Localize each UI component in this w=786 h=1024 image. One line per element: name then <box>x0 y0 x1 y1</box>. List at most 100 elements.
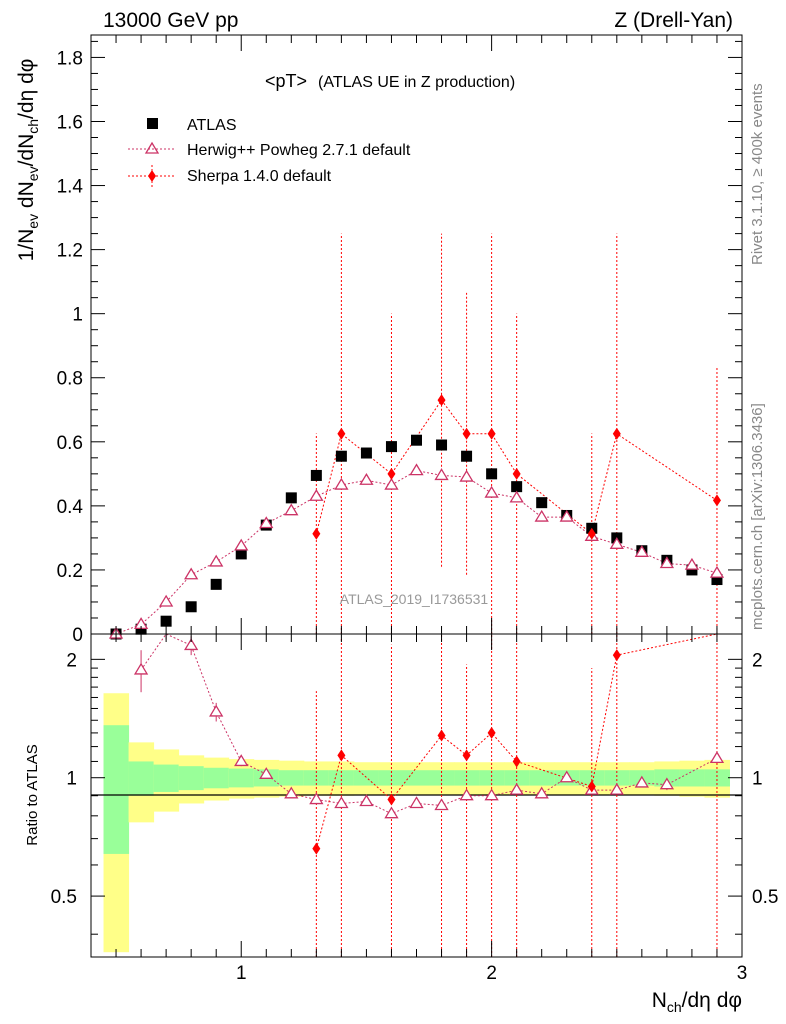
herwig-point <box>509 490 524 503</box>
ratio-herwig-point <box>209 704 224 717</box>
inner-uncertainty-band <box>278 770 305 786</box>
ratio-y-tick-label: 1 <box>66 769 77 790</box>
inner-uncertainty-band <box>604 770 630 786</box>
sherpa-point <box>487 427 496 440</box>
ratio-herwig-point <box>284 786 299 799</box>
atlas-data-point <box>235 548 247 560</box>
ratio-y-tick-label: 0.5 <box>51 887 77 908</box>
inner-uncertainty-band <box>203 767 230 789</box>
ratio-herwig-point <box>534 786 549 799</box>
inner-uncertainty-band <box>704 769 730 787</box>
atlas-data-point <box>385 441 397 453</box>
inner-uncertainty-band <box>328 770 355 786</box>
herwig-point <box>184 567 199 580</box>
atlas-data-point <box>711 574 723 586</box>
ratio-y-axis: 0.5 0.5 1 1 2 2 <box>51 650 778 935</box>
ratio-sherpa-point <box>437 729 446 742</box>
ratio-series-markers <box>133 638 725 855</box>
main-panel: 0 0.2 0.4 0.6 0.8 1 1.2 1.4 1.6 1.8 <pT> (ATLAS U… <box>15 34 743 646</box>
ratio-herwig-point <box>234 754 249 767</box>
main-y-tick-label: 1.2 <box>57 241 83 262</box>
legend-label-herwig: Herwig++ Powheg 2.7.1 default <box>187 142 411 159</box>
ratio-herwig-point <box>659 777 675 790</box>
ratio-herwig-point <box>359 794 374 807</box>
herwig-point <box>309 488 324 501</box>
main-x-ticks <box>115 35 743 634</box>
inner-uncertainty-band <box>454 770 480 786</box>
atlas-data-point <box>185 601 197 613</box>
atlas-data-point <box>360 447 372 459</box>
ratio-sherpa-point <box>337 749 346 762</box>
atlas-data-point <box>436 439 448 451</box>
herwig-point <box>559 509 574 522</box>
ratio-error-bars <box>140 634 718 957</box>
x-axis-label: Nch/dη dφ <box>652 989 742 1015</box>
atlas-data-point <box>310 469 322 481</box>
ratio-herwig-point <box>434 798 449 811</box>
ratio-y-tick-label-right: 1 <box>752 769 763 790</box>
inner-uncertainty-band <box>128 761 155 796</box>
inner-uncertainty-band <box>303 770 330 786</box>
ratio-herwig-point <box>334 796 349 809</box>
atlas-data-point <box>461 450 473 462</box>
herwig-point <box>634 545 649 557</box>
herwig-point <box>659 556 675 569</box>
ratio-herwig-point <box>384 806 399 819</box>
main-y-tick-label: 1.6 <box>57 112 83 133</box>
atlas-data-point <box>511 481 523 493</box>
herwig-point <box>534 509 549 522</box>
main-y-tick-label: 1.4 <box>57 177 84 198</box>
ratio-herwig-point <box>309 792 324 805</box>
atlas-data-point <box>210 578 222 590</box>
inner-uncertainty-band <box>103 725 130 854</box>
herwig-point <box>684 557 700 570</box>
legend-marker-sherpa <box>148 170 156 182</box>
inner-uncertainty-band <box>353 770 380 786</box>
x-tick-label: 1 <box>236 963 247 984</box>
ratio-sherpa-point <box>387 793 396 806</box>
ratio-sherpa-point <box>612 649 621 662</box>
ratio-herwig-point <box>609 782 624 795</box>
ratio-sherpa-line <box>315 633 718 849</box>
main-y-tick-label: 0.8 <box>57 369 83 390</box>
herwig-line <box>115 470 718 635</box>
ratio-sherpa-point <box>487 726 496 739</box>
sherpa-point <box>612 427 621 440</box>
herwig-point <box>259 516 274 529</box>
ratio-herwig-point <box>184 638 199 651</box>
ratio-herwig-point <box>259 767 274 779</box>
energy-label: 13000 GeV pp <box>103 9 238 32</box>
ratio-panel: 0.5 0.5 1 1 2 2 1 2 3 Ratio to ATLAS Nch/dη dφ <box>24 633 778 1015</box>
herwig-point <box>234 538 249 551</box>
ratio-herwig-point <box>709 751 725 764</box>
atlas-data-point <box>686 564 698 576</box>
sherpa-point <box>337 427 346 440</box>
main-y-tick-label: 0 <box>72 625 83 646</box>
herwig-point <box>609 537 624 549</box>
atlas-data-point <box>486 468 498 480</box>
herwig-point <box>284 503 299 516</box>
main-y-tick-label: 1.8 <box>57 48 83 69</box>
legend-marker-atlas <box>147 118 158 129</box>
inner-uncertainty-band <box>228 768 255 788</box>
ratio-sherpa-point <box>587 780 596 793</box>
ratio-herwig-point <box>459 788 474 801</box>
rivet-version-label: Rivet 3.1.10, ≥ 400k events <box>749 83 766 265</box>
ratio-herwig-point <box>409 796 424 809</box>
plot-title-sub: (ATLAS UE in Z production) <box>318 74 515 91</box>
legend-marker-herwig <box>144 141 160 154</box>
ratio-sherpa-point <box>462 749 471 762</box>
inner-uncertainty-band <box>579 770 605 786</box>
sherpa-point <box>512 467 521 480</box>
atlas-data-point <box>335 450 347 462</box>
main-y-tick-label: 0.2 <box>57 561 83 582</box>
herwig-point <box>709 565 725 578</box>
analysis-id-label: ATLAS_2019_I1736531 <box>340 591 489 607</box>
inner-uncertainty-band <box>479 770 505 786</box>
atlas-data-point <box>160 615 172 627</box>
legend-label-sherpa: Sherpa 1.4.0 default <box>187 168 332 185</box>
ratio-sherpa-point <box>312 842 321 855</box>
ratio-sherpa-point <box>512 755 521 768</box>
x-tick-label: 3 <box>737 963 748 984</box>
